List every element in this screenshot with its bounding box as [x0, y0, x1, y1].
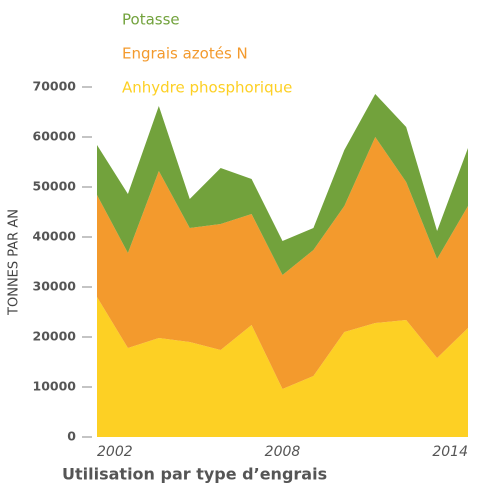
area [97, 94, 468, 275]
area [97, 297, 468, 437]
y-tick-label: 0 [67, 429, 76, 444]
plot-area [97, 94, 468, 437]
chart-title: Utilisation par type d’engrais [62, 465, 327, 484]
legend-entry: Potasse [122, 11, 180, 29]
y-axis-label: TONNES PAR AN [7, 209, 22, 316]
y-tick-label: 60000 [33, 129, 77, 144]
y-tick-label: 40000 [33, 229, 77, 244]
area [97, 137, 468, 389]
x-tick-label: 2008 [265, 444, 301, 460]
y-tick-label: 10000 [33, 379, 77, 394]
y-tick-label: 20000 [33, 329, 77, 344]
legend-entry: Anhydre phosphorique [122, 79, 292, 97]
y-tick-label: 50000 [33, 179, 77, 194]
y-tick-label: 30000 [33, 279, 77, 294]
y-tick-label: 70000 [33, 79, 77, 94]
x-tick-label: 2014 [432, 444, 468, 460]
x-tick-label: 2002 [97, 444, 133, 460]
legend-entry: Engrais azotés N [122, 45, 248, 63]
